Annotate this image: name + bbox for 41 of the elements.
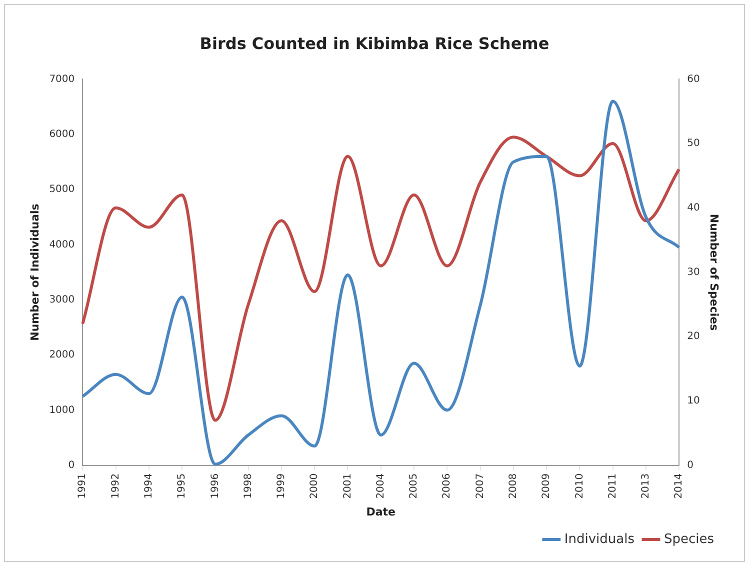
y2-tick-label: 20 xyxy=(687,331,700,342)
x-tick-label: 2006 xyxy=(442,473,453,499)
y2-tick-label: 0 xyxy=(687,460,694,471)
y-tick-label: 7000 xyxy=(49,74,75,85)
y-tick-label: 6000 xyxy=(49,128,75,140)
x-tick-label: 1995 xyxy=(176,473,188,499)
x-axis-title: Date xyxy=(366,505,396,518)
y2-tick-label: 60 xyxy=(687,74,700,85)
y-tick-label: 0 xyxy=(68,460,75,471)
x-tick-label: 1994 xyxy=(144,473,155,499)
y2-tick-label: 40 xyxy=(687,202,700,214)
y-axis-title: Number of Individuals xyxy=(28,203,42,341)
y2-tick-label: 30 xyxy=(687,266,700,278)
y-tick-label: 1000 xyxy=(49,404,75,416)
y-tick-label: 4000 xyxy=(49,239,75,250)
x-tick-label: 1999 xyxy=(276,473,288,499)
x-tick-label: 2013 xyxy=(640,473,652,499)
x-tick-label: 2005 xyxy=(408,473,420,499)
legend-label: Individuals xyxy=(564,532,635,547)
line-series xyxy=(81,136,681,422)
x-tick-label: 1991 xyxy=(77,473,88,499)
x-tick-label: 2001 xyxy=(342,473,354,499)
x-tick-label: 2010 xyxy=(574,473,586,499)
x-tick-label: 2014 xyxy=(674,473,685,499)
chart-title: Birds Counted in Kibimba Rice Scheme xyxy=(200,34,550,53)
y-tick-label: 3000 xyxy=(49,294,75,306)
y2-axis-title: Number of Species xyxy=(708,214,721,332)
y-tick-label: 2000 xyxy=(49,350,75,361)
x-tick-label: 2004 xyxy=(375,473,386,499)
x-tick-label: 1992 xyxy=(110,473,122,499)
x-tick-label: 1996 xyxy=(210,473,221,499)
x-tick-label: 2011 xyxy=(607,473,618,499)
x-tick-label: 2009 xyxy=(541,473,552,499)
y-tick-label: 5000 xyxy=(49,184,75,196)
legend-label: Species xyxy=(664,532,714,547)
x-tick-label: 2007 xyxy=(474,473,486,499)
x-tick-label: 2008 xyxy=(508,473,519,499)
y2-tick-label: 10 xyxy=(687,396,700,407)
x-tick-label: 2000 xyxy=(309,473,320,499)
x-tick-label: 1998 xyxy=(242,473,254,499)
y2-tick-label: 50 xyxy=(687,138,700,150)
